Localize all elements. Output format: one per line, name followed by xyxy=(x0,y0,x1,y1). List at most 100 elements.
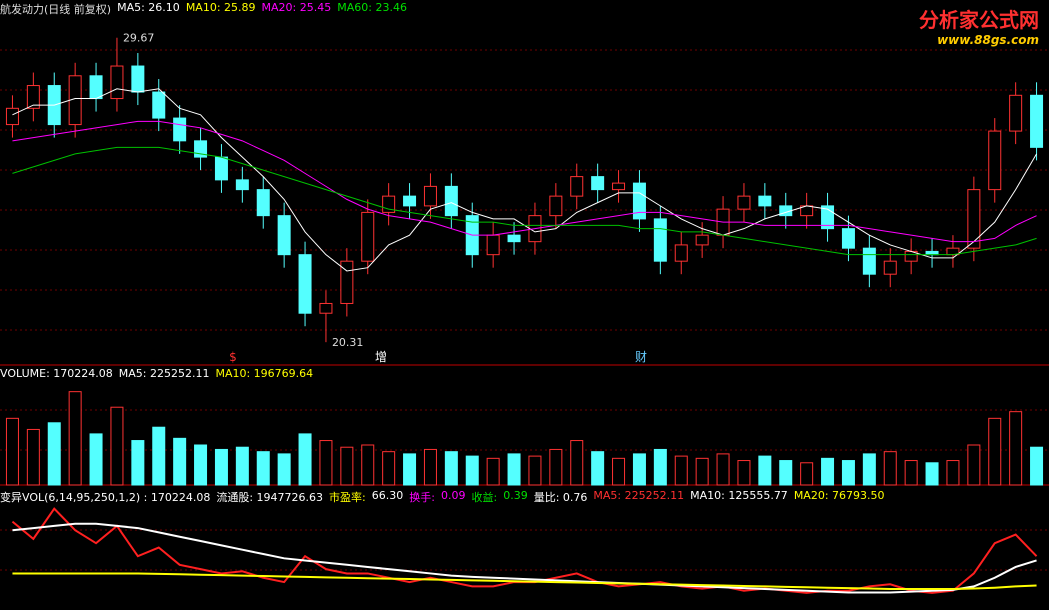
high-annotation: 29.67 xyxy=(123,32,155,45)
line xyxy=(12,88,1037,272)
volume-bar xyxy=(194,444,208,486)
event-marker: 财 xyxy=(635,350,647,364)
candle-body xyxy=(235,179,249,191)
line xyxy=(12,120,1037,243)
candle-body xyxy=(298,254,312,314)
logo: 分析家公式网 www.88gs.com xyxy=(919,4,1039,47)
candle-body xyxy=(361,211,375,262)
candle-body xyxy=(5,107,19,126)
volume-bar xyxy=(716,453,730,486)
chart-title: 航发动力(日线 前复权) xyxy=(0,3,112,16)
legend-item: 66.30 xyxy=(371,489,404,502)
indicator-legend: 变异VOL(6,14,95,250,1,2) : 170224.08 流通股: 1… xyxy=(0,489,885,505)
candle-body xyxy=(758,195,772,207)
logo-url: www.88gs.com xyxy=(937,33,1039,47)
volume-bar xyxy=(486,457,500,486)
volume-bar xyxy=(946,460,960,486)
volume-bar xyxy=(1009,411,1023,486)
volume-bar xyxy=(152,426,166,486)
candle-body xyxy=(1009,94,1023,132)
volume-bar xyxy=(89,433,103,486)
event-marker: $ xyxy=(229,350,237,364)
volume-bar xyxy=(1030,446,1044,486)
volume-bar xyxy=(988,417,1002,486)
line xyxy=(12,146,1037,256)
volume-bar xyxy=(632,453,646,486)
candle-body xyxy=(173,117,187,142)
volume-bar xyxy=(26,428,40,486)
volume-bar xyxy=(967,444,981,486)
legend-item: 变异VOL(6,14,95,250,1,2) : 170224.08 xyxy=(0,491,211,504)
legend-item: 量比: 0.76 xyxy=(533,491,588,504)
candle-body xyxy=(967,189,981,249)
volume-bar xyxy=(695,457,709,486)
volume-bar xyxy=(821,457,835,486)
legend-item: MA20: 25.45 xyxy=(261,1,332,14)
legend-item: 0.09 xyxy=(440,489,466,502)
volume-bar xyxy=(5,417,19,486)
legend-item: MA60: 23.46 xyxy=(337,1,407,14)
volume-bar xyxy=(841,460,855,486)
candle-body xyxy=(89,75,103,100)
candle-body xyxy=(695,234,709,246)
volume-legend: VOLUME: 170224.08 MA5: 225252.11 MA10: 196… xyxy=(0,367,313,380)
low-annotation: 20.31 xyxy=(332,336,364,349)
volume-bar xyxy=(465,455,479,486)
candle-body xyxy=(862,247,876,275)
volume-bar xyxy=(298,433,312,486)
volume-bar xyxy=(758,455,772,486)
volume-bar xyxy=(340,446,354,486)
legend-item: 0.39 xyxy=(503,489,528,502)
volume-bar xyxy=(570,440,584,486)
volume-bar xyxy=(800,462,814,486)
legend-item: MA10: 25.89 xyxy=(185,1,256,14)
candle-body xyxy=(549,195,563,217)
legend-item: MA10: 196769.64 xyxy=(215,367,314,380)
legend-item: MA5: 225252.11 xyxy=(118,367,210,380)
candle-body xyxy=(319,302,333,314)
candle-body xyxy=(403,195,417,207)
volume-bar xyxy=(235,446,249,486)
candle-body xyxy=(883,260,897,275)
candle-body xyxy=(674,244,688,262)
volume-bar xyxy=(779,460,793,486)
candle-body xyxy=(26,85,40,109)
legend-item: MA10: 125555.77 xyxy=(690,489,788,502)
volume-bar xyxy=(444,451,458,486)
line xyxy=(12,522,1037,594)
volume-bar xyxy=(612,457,626,486)
volume-bar xyxy=(904,460,918,486)
line xyxy=(12,572,1037,590)
candle-body xyxy=(737,195,751,210)
line xyxy=(11,507,1038,594)
volume-bar xyxy=(925,462,939,486)
volume-bar xyxy=(47,422,61,486)
volume-bar xyxy=(883,451,897,486)
legend-item: MA5: 26.10 xyxy=(117,1,180,14)
candle-body xyxy=(256,189,270,217)
candle-body xyxy=(570,176,584,197)
price-legend: 航发动力(日线 前复权) MA5: 26.10 MA10: 25.89 MA20: 2… xyxy=(0,1,407,17)
candle-body xyxy=(841,228,855,249)
volume-bar xyxy=(737,460,751,486)
volume-bar xyxy=(214,448,228,486)
candle-body xyxy=(423,185,437,207)
candle-body xyxy=(110,65,124,100)
volume-bar xyxy=(423,448,437,486)
volume-bar xyxy=(862,453,876,486)
volume-bar xyxy=(528,455,542,486)
legend-item: 市盈率: xyxy=(329,491,366,504)
candle-body xyxy=(131,65,145,93)
volume-bar xyxy=(131,440,145,486)
volume-bar xyxy=(319,440,333,486)
volume-bar xyxy=(361,444,375,486)
candle-body xyxy=(988,130,1002,191)
event-marker: 增 xyxy=(375,350,387,364)
candle-body xyxy=(507,234,521,243)
legend-item: MA5: 225252.11 xyxy=(593,489,685,502)
candle-body xyxy=(277,215,291,256)
candle-body xyxy=(612,182,626,191)
volume-bar xyxy=(382,451,396,486)
volume-bar xyxy=(674,455,688,486)
